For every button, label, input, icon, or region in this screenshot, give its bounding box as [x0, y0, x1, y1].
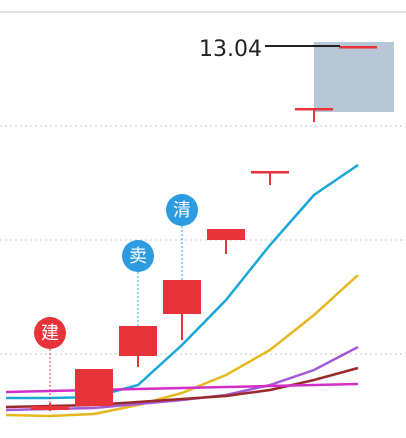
candle-body	[339, 46, 377, 49]
candle-body	[295, 108, 333, 111]
signal-label: 建	[41, 323, 59, 344]
candle-body	[207, 229, 245, 240]
ma-line	[5, 274, 359, 418]
candle-body	[251, 171, 289, 174]
candle-body	[163, 280, 201, 314]
candle-body	[31, 406, 69, 410]
signal-label: 清	[173, 200, 191, 221]
candle-body	[119, 326, 157, 356]
ma-line	[5, 345, 359, 412]
last-price-label: 13.04	[199, 37, 262, 62]
candle-body	[75, 369, 113, 406]
signal-label: 卖	[129, 246, 147, 267]
signal-badge	[166, 194, 198, 226]
signal-badge	[34, 317, 66, 349]
ma-line	[6, 163, 359, 400]
ma-line	[5, 382, 359, 394]
signal-badge	[122, 240, 154, 272]
ma-line	[5, 366, 359, 409]
price-range-box	[314, 42, 394, 112]
